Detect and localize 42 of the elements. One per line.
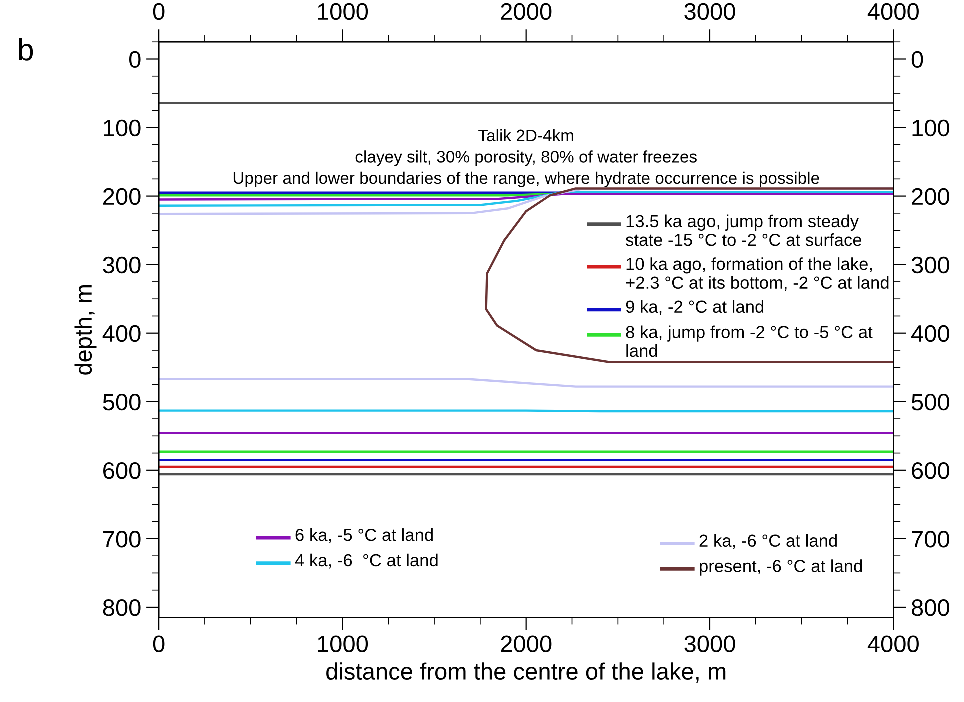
y2-tick-label: 700 (912, 531, 950, 548)
y-tick-label: 0 (129, 51, 141, 68)
legend-label: 2 ka, -6 °C at land (700, 534, 837, 550)
y-tick-label: 800 (103, 600, 141, 616)
annotation: Upper and lower boundaries of the range, where hydrate occurrence is possible (234, 172, 820, 188)
y2-tick-label: 0 (912, 51, 924, 68)
annotation: Talik 2D-4km (478, 129, 574, 142)
y2-tick-label: 800 (912, 600, 950, 616)
y2-tick-label: 400 (912, 325, 950, 342)
legend-label: 8 ka, jump from -2 °C to -5 °C at land (626, 326, 873, 358)
y2-tick-label: 600 (912, 462, 950, 480)
x2-tick-label: 0 (153, 3, 165, 20)
y-tick-label: 200 (103, 188, 141, 206)
y2-tick-label: 300 (912, 256, 950, 274)
legend-label: 13.5 ka ago, jump from steady state -15 °C to -2 °C at surface (626, 214, 862, 246)
y2-tick-label: 100 (912, 120, 950, 137)
x-tick-label: 4000 (868, 636, 919, 652)
legend-label: 4 ka, -6 °C at land (295, 554, 438, 569)
y-tick-label: 600 (104, 462, 141, 480)
x-axis-title: distance from the centre of the lake, m (326, 662, 726, 683)
x2-tick-label: 3000 (684, 3, 736, 20)
y-tick-label: 400 (102, 325, 141, 342)
text: b (19, 38, 34, 61)
y-tick-label: 100 (104, 120, 141, 137)
annotation: clayey silt, 30% porosity, 80% of water freezes (356, 150, 697, 166)
x-tick-label: 3000 (684, 636, 736, 652)
y2-tick-label: 500 (912, 394, 950, 411)
x-tick-label: 0 (153, 636, 165, 652)
x2-tick-label: 4000 (868, 3, 919, 20)
x2-tick-label: 1000 (318, 3, 368, 20)
legend-label: 6 ka, -5 °C at land (296, 528, 433, 544)
y-tick-label: 500 (103, 394, 141, 411)
y2-tick-label: 200 (912, 188, 950, 206)
legend-label: 10 ka ago, formation of the lake, +2.3 °C at its bottom, -2 °C at land (626, 258, 889, 292)
legend-label: 9 ka, -2 °C at land (626, 300, 764, 316)
x-tick-label: 1000 (318, 636, 368, 652)
y-axis-title: depth, m (74, 286, 97, 375)
legend-label: present, -6 °C at land (700, 560, 862, 576)
x-tick-label: 2000 (501, 636, 552, 652)
y-tick-label: 700 (104, 531, 141, 548)
y-tick-label: 300 (103, 256, 141, 274)
x2-tick-label: 2000 (501, 3, 552, 20)
